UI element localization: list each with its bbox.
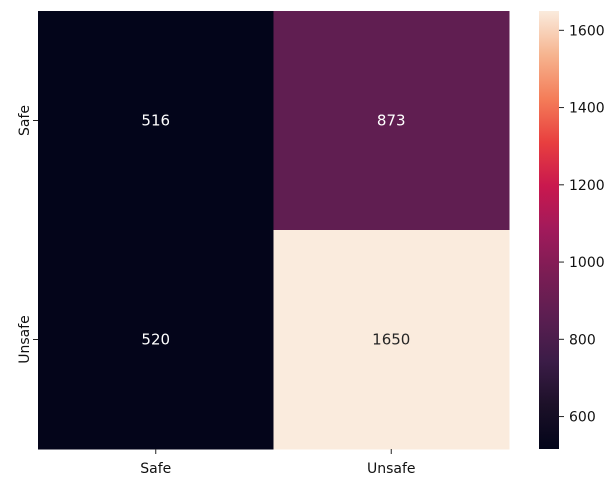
heatmap-cell-value: 1650 [372,331,410,349]
colorbar-tick-label: 1600 [569,23,605,39]
heatmap-cell-value: 516 [141,112,170,130]
colorbar: 600 800 1000 1200 1400 1600 [539,11,605,449]
heatmap-cell [38,11,274,231]
colorbar-tick-label: 1400 [569,101,605,117]
colorbar-tick-label: 600 [569,410,596,426]
colorbar-tick-label: 1000 [569,255,605,271]
heatmap-cells: 516 873 520 1650 [38,11,510,450]
colorbar-tick-label: 1200 [569,178,605,194]
heatmap-cell [38,230,274,450]
heatmap-cell [273,230,510,450]
heatmap-cell-value: 873 [377,112,406,130]
y-tick-label: Unsafe [17,315,33,364]
colorbar-gradient [539,11,559,449]
heatmap-axis-ticks: Safe Unsafe Safe Unsafe [17,105,416,477]
heatmap-cell [273,11,510,231]
y-tick-label: Safe [17,105,33,136]
colorbar-tick-label: 800 [569,332,596,348]
x-tick-label: Unsafe [367,461,416,477]
x-tick-label: Safe [140,461,171,477]
heatmap-cell-value: 520 [141,331,170,349]
